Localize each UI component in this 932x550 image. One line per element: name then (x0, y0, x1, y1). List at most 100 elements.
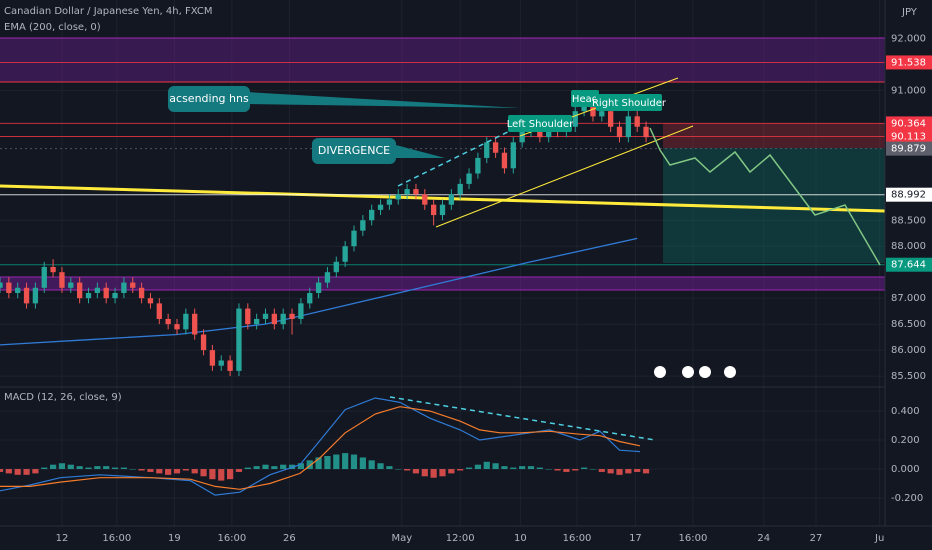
histogram-bar (297, 463, 304, 470)
candle-body (360, 220, 366, 231)
candle-body (147, 298, 154, 304)
histogram-bar (404, 469, 411, 471)
histogram-bar (0, 469, 4, 472)
candle-body (130, 282, 136, 288)
histogram-bar (510, 467, 517, 470)
histogram-bar (430, 469, 437, 478)
histogram-bar (156, 469, 163, 474)
price-label: 90.113 (891, 131, 926, 142)
histogram-bar (412, 469, 420, 474)
divergence-line (397, 121, 529, 187)
histogram-bar (333, 454, 340, 470)
candle-body (581, 105, 587, 112)
histogram-bar (598, 469, 605, 472)
histogram-bar (359, 457, 366, 470)
histogram-bar (386, 466, 393, 470)
candle-body (439, 204, 446, 216)
candle-body (466, 173, 472, 184)
candle-body (227, 360, 233, 371)
x-tick-label: 17 (629, 533, 642, 544)
candle-body (200, 334, 207, 351)
histogram-bar (200, 469, 207, 477)
event-icon[interactable] (682, 366, 694, 378)
histogram-bar (483, 461, 490, 470)
y-tick-label: 85.500 (891, 371, 926, 382)
macd-line (0, 406, 641, 490)
histogram-bar (67, 464, 74, 470)
price-label: 89.879 (891, 144, 926, 155)
indicator-label: MACD (12, 26, close, 9) (4, 392, 122, 403)
label-box (596, 94, 662, 111)
candle-body (138, 287, 145, 299)
histogram-bar (439, 469, 446, 477)
histogram-bar (589, 469, 597, 470)
candle-body (6, 282, 12, 293)
y-tick-label: 86.000 (891, 345, 926, 356)
event-icon[interactable] (724, 366, 736, 378)
candle-body (430, 204, 437, 216)
histogram-bar (14, 469, 21, 475)
callout-box (312, 138, 396, 164)
histogram-bar (315, 457, 322, 470)
label-box (571, 90, 599, 107)
candle-body (68, 282, 74, 288)
candle-body (599, 111, 605, 117)
candle-body (422, 194, 428, 205)
y-tick-label: 88.000 (891, 241, 926, 252)
x-tick-label: 19 (168, 533, 181, 544)
histogram-bar (457, 469, 464, 471)
callout-tail (246, 92, 520, 108)
candle-body (0, 282, 3, 288)
stop-zone (663, 123, 885, 148)
candle-body (492, 142, 499, 153)
histogram-bar (519, 466, 526, 470)
event-icon[interactable] (654, 366, 666, 378)
y-tick-label: 0.400 (891, 406, 920, 417)
candle-body (448, 194, 455, 205)
histogram-bar (50, 464, 57, 470)
histogram-bar (209, 469, 216, 480)
y-tick-label: 87.000 (891, 293, 926, 304)
histogram-bar (634, 469, 641, 472)
histogram-bar (41, 467, 48, 470)
candle-body (85, 292, 92, 299)
price-label-box (886, 257, 932, 272)
candle-body (236, 308, 242, 371)
candle-body (377, 204, 384, 210)
pattern-label: Left Shoulder (507, 119, 574, 130)
candle-body (76, 282, 83, 299)
histogram-bar (103, 466, 110, 470)
candle-body (271, 313, 278, 325)
price-axis (885, 0, 932, 550)
candle-body (484, 142, 490, 158)
zones (0, 37, 886, 291)
candle-body (386, 199, 393, 205)
candle-body (280, 313, 286, 325)
candle-body (333, 261, 339, 273)
candle-body (501, 152, 508, 169)
histogram-bar (324, 455, 331, 470)
candle-body (590, 105, 596, 117)
x-tick-label: 12 (56, 533, 69, 544)
candle-body (218, 360, 224, 366)
histogram-bar (182, 469, 189, 471)
histogram-bar (395, 469, 402, 470)
candle-body (253, 318, 260, 325)
histogram-bar (129, 469, 136, 470)
histogram-bar (448, 469, 455, 474)
y-tick-label: 91.000 (891, 85, 926, 96)
callout-tail (392, 144, 445, 158)
x-tick-label: 16:00 (679, 533, 708, 544)
candle-body (174, 324, 180, 330)
histogram-bar (368, 460, 375, 470)
price-label-box (886, 187, 932, 202)
histogram-bar (120, 467, 127, 470)
candle-body (50, 267, 56, 273)
event-icon[interactable] (699, 366, 711, 378)
candle-body (634, 116, 640, 127)
candle-body (121, 282, 127, 293)
histogram-bar (235, 469, 243, 472)
histogram-bar (23, 469, 30, 475)
currency-label[interactable]: JPY (901, 7, 918, 18)
